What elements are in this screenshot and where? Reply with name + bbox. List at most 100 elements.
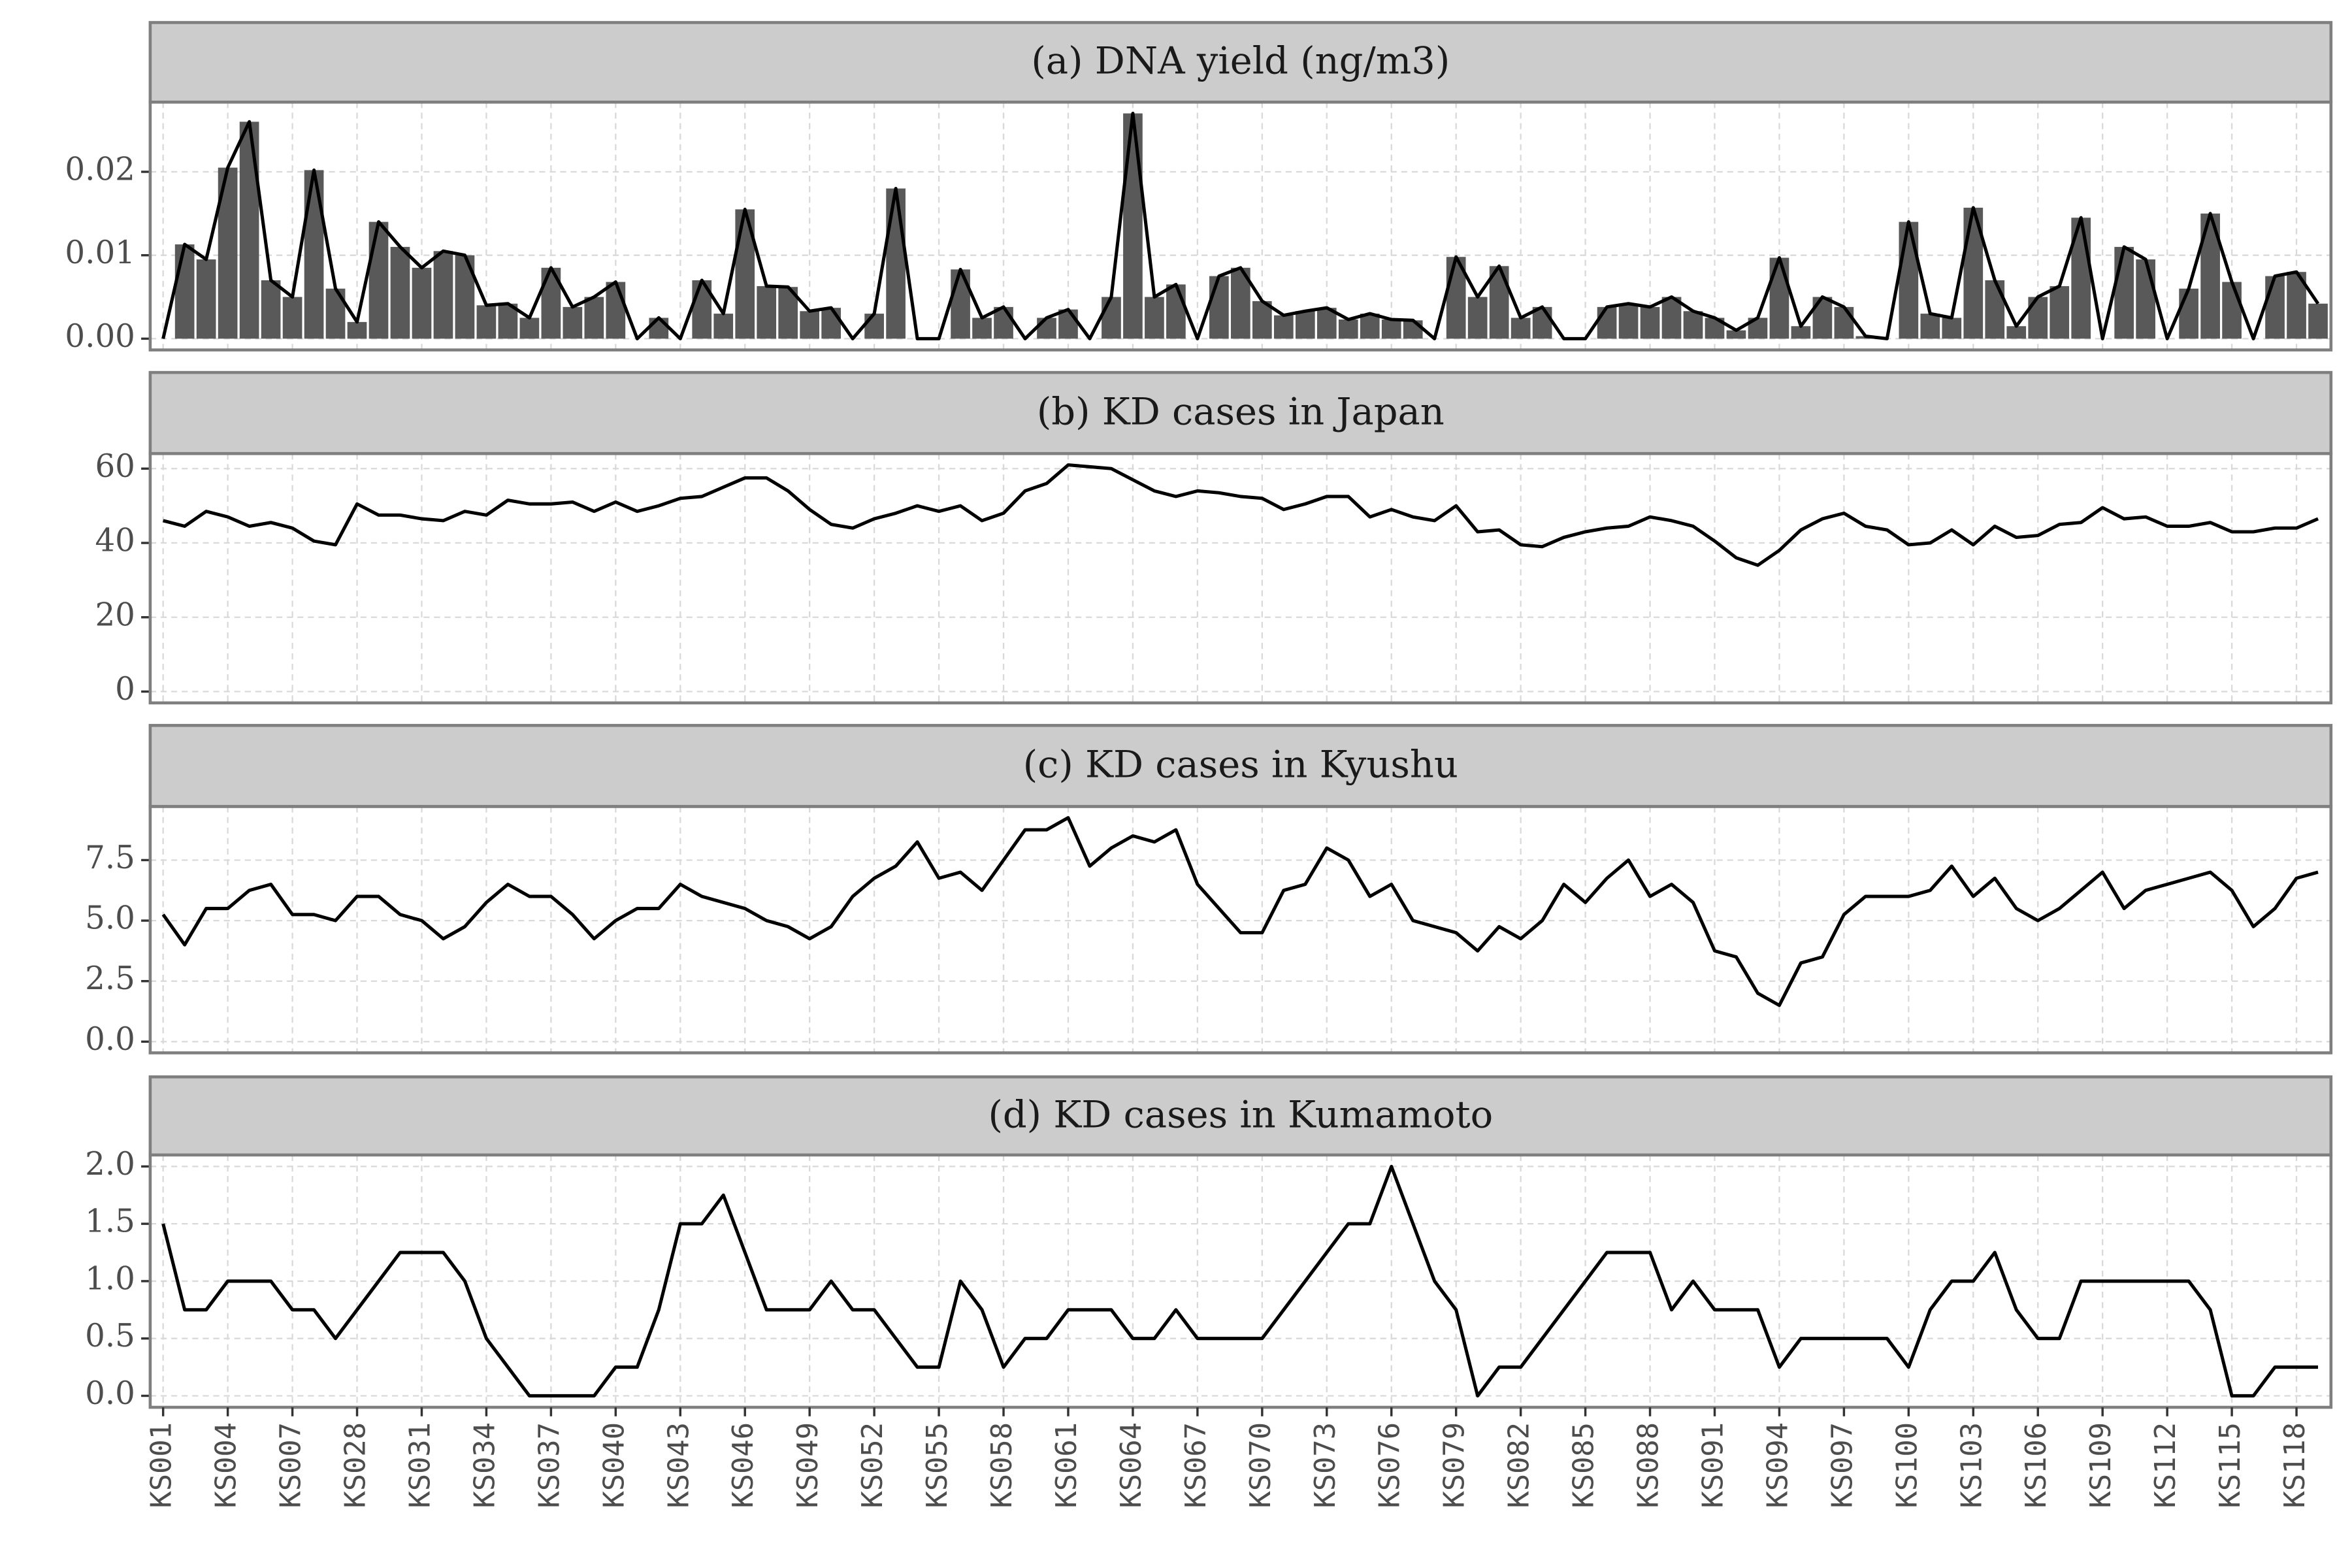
bar xyxy=(1618,303,1639,339)
x-tick-label: KS037 xyxy=(532,1422,566,1508)
bar xyxy=(972,318,992,339)
bar xyxy=(2265,276,2285,339)
x-tick-label: KS103 xyxy=(1955,1422,1988,1508)
bar xyxy=(951,269,970,339)
y-tick-label: 5.0 xyxy=(85,900,135,937)
panel-background xyxy=(150,806,2331,1053)
bar xyxy=(886,188,906,339)
bar xyxy=(1123,113,1143,339)
bar xyxy=(368,221,389,339)
y-tick-label: 0.02 xyxy=(65,151,135,188)
panel-border xyxy=(148,805,2333,1054)
strip-background xyxy=(148,1075,2333,1157)
bar xyxy=(800,311,820,339)
bar xyxy=(1145,297,1164,339)
bar xyxy=(174,244,195,339)
bar xyxy=(304,170,324,339)
bar xyxy=(2179,288,2198,339)
x-tick-label: KS046 xyxy=(727,1422,760,1508)
bar xyxy=(390,246,410,339)
bar xyxy=(606,282,626,339)
bar xyxy=(1511,318,1531,339)
bar xyxy=(1102,297,1121,339)
bar xyxy=(412,267,432,339)
x-tick-label: KS088 xyxy=(1632,1422,1665,1508)
bar xyxy=(2114,246,2134,339)
bar xyxy=(1920,314,1940,339)
bar xyxy=(1532,306,1552,339)
x-tick-label: KS001 xyxy=(145,1422,178,1508)
bar xyxy=(757,286,777,339)
y-tick-label: 2.0 xyxy=(85,1146,135,1183)
x-tick-label: KS040 xyxy=(597,1422,630,1508)
bar xyxy=(821,308,841,339)
bar xyxy=(2222,282,2242,339)
x-tick-label: KS034 xyxy=(468,1422,501,1508)
bar xyxy=(563,306,583,339)
bar xyxy=(1791,326,1811,339)
bar xyxy=(1899,221,1919,339)
bar xyxy=(1360,314,1380,339)
panel-title: (c) KD cases in Kyushu xyxy=(1023,743,1458,787)
bar xyxy=(1338,319,1358,339)
x-tick-label: KS007 xyxy=(274,1422,308,1508)
line xyxy=(161,1164,2319,1397)
x-tick-label: KS076 xyxy=(1373,1422,1407,1508)
panel-border xyxy=(148,101,2333,351)
x-tick-label: KS094 xyxy=(1761,1422,1794,1508)
bar xyxy=(2050,286,2070,339)
x-tick-label: KS031 xyxy=(403,1422,436,1508)
bar xyxy=(1834,306,1854,339)
x-tick-label: KS091 xyxy=(1696,1422,1729,1508)
line xyxy=(161,816,2319,1007)
bar xyxy=(1467,297,1488,339)
bar xyxy=(649,318,669,339)
bar xyxy=(1037,318,1056,339)
bar xyxy=(1058,309,1078,339)
x-tick-label: KS004 xyxy=(210,1422,243,1508)
x-tick-label: KS112 xyxy=(2149,1422,2182,1508)
y-tick-label: 0 xyxy=(115,671,135,708)
bar xyxy=(1597,306,1617,339)
bar xyxy=(1166,284,1186,339)
y-tick-label: 20 xyxy=(95,596,135,633)
bar xyxy=(994,306,1013,339)
x-tick-label: KS115 xyxy=(2213,1422,2247,1508)
x-tick-label: KS118 xyxy=(2278,1422,2311,1508)
bar xyxy=(2006,326,2027,339)
x-tick-label: KS064 xyxy=(1115,1422,1148,1508)
panel-title: (a) DNA yield (ng/m3) xyxy=(1031,39,1450,83)
bar xyxy=(1812,297,1833,339)
bar xyxy=(864,314,884,339)
x-tick-label: KS061 xyxy=(1050,1422,1083,1508)
x-tick-label: KS085 xyxy=(1567,1422,1601,1508)
bar xyxy=(196,259,216,339)
y-tick-label: 1.5 xyxy=(85,1203,135,1240)
bar xyxy=(713,314,734,339)
y-tick-label: 0.01 xyxy=(65,235,135,271)
y-tick-label: 40 xyxy=(95,523,135,559)
bar xyxy=(1403,320,1423,339)
x-tick-label: KS109 xyxy=(2084,1422,2117,1508)
bar xyxy=(1209,276,1229,339)
x-tick-label: KS049 xyxy=(791,1422,825,1508)
bar xyxy=(2136,259,2156,339)
strip-background xyxy=(148,724,2333,808)
x-tick-label: KS055 xyxy=(921,1422,954,1508)
strip-background xyxy=(148,21,2333,104)
panel-border xyxy=(148,451,2333,705)
bar xyxy=(347,321,367,339)
x-tick-label: KS043 xyxy=(662,1422,695,1508)
bar xyxy=(2028,297,2048,339)
panel-title: (d) KD cases in Kumamoto xyxy=(988,1092,1493,1136)
bar xyxy=(1661,297,1682,339)
bar xyxy=(519,318,540,339)
x-tick-label: KS079 xyxy=(1438,1422,1471,1508)
bar xyxy=(1273,315,1294,339)
bar xyxy=(1640,306,1660,339)
panel-border xyxy=(148,1153,2333,1409)
y-tick-label: 2.5 xyxy=(85,960,135,997)
bar xyxy=(282,297,302,339)
